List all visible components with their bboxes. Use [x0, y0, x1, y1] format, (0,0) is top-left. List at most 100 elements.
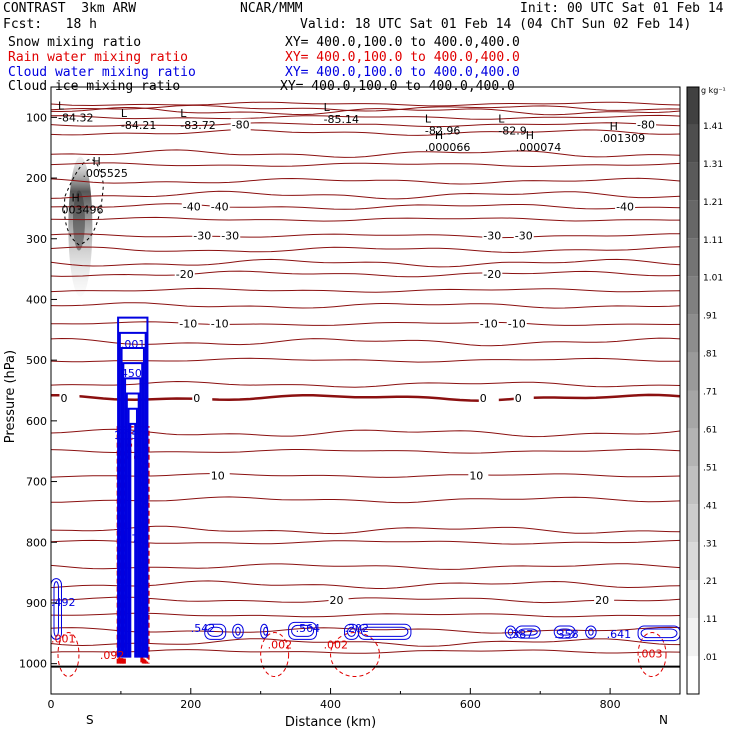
isotherm-line [50, 539, 681, 545]
x-tick-label: 400 [320, 698, 341, 711]
isotherm-label: -30 [221, 230, 239, 243]
cloud-water-value: 1.7 [121, 532, 139, 545]
x-tick-label: 0 [48, 698, 55, 711]
low-center-marker: L [324, 101, 331, 114]
low-center-marker: L [58, 99, 65, 112]
rain-water-value: .002 [324, 638, 349, 651]
colorbar-label: .81 [703, 350, 717, 360]
isotherm-label-bg [209, 200, 230, 213]
isotherm-label: 0 [480, 392, 487, 405]
isotherm-label-bg [181, 200, 202, 213]
low-center-value: -82.96 [425, 125, 460, 138]
y-tick-label: 100 [26, 111, 47, 124]
colorbar-band [687, 618, 699, 657]
cloud-contour [585, 625, 597, 639]
isotherm-line [50, 580, 681, 590]
isotherm-label: 10 [469, 469, 483, 482]
rain-water-value: .003 [638, 648, 663, 661]
colorbar-band [687, 162, 699, 201]
low-center-value: -83.72 [180, 119, 215, 132]
low-center-value: -84.21 [121, 119, 156, 132]
cloud-contour [53, 581, 59, 637]
y-tick-label: 600 [26, 415, 47, 428]
y-tick-label: 500 [26, 354, 47, 367]
isotherm-label-bg [230, 118, 251, 131]
isotherm--80 [50, 122, 681, 128]
isotherm-line [50, 114, 681, 120]
cloud-contour [207, 626, 224, 637]
y-tick-label: 800 [26, 536, 47, 549]
isotherm-label-bg [482, 267, 503, 280]
cloud-water-value: .001 [121, 338, 146, 351]
isotherm-label-bg [594, 593, 615, 606]
x-axis-label: Distance (km) [285, 715, 376, 730]
header-center1: NCAR/MMM [240, 1, 303, 16]
isotherm-label-bg [482, 229, 503, 242]
isotherm-label-bg [192, 229, 213, 242]
colorbar-label: 1.31 [703, 160, 723, 170]
cloud-contour [235, 626, 241, 636]
isotherm-line [50, 337, 681, 347]
colorbar-unit: g kg⁻¹ [701, 86, 726, 95]
cloud-water-value: 1.059 [114, 429, 145, 442]
colorbar-band [687, 200, 699, 239]
rain-surface-contour [57, 632, 80, 678]
isotherm-line [50, 190, 681, 200]
colorbar-label: .01 [703, 653, 717, 663]
isotherm-label: -40 [183, 201, 201, 214]
y-tick-label: 900 [26, 597, 47, 610]
rain-contour [116, 426, 150, 664]
colorbar-label: .21 [703, 577, 717, 587]
y-tick-label: 300 [26, 233, 47, 246]
isotherm--20 [50, 270, 681, 278]
cloud-water-value: .492 [51, 596, 76, 609]
colorbar-band [687, 87, 699, 125]
cloud-contour [232, 623, 244, 639]
high-center-value: .000074 [516, 141, 562, 154]
field-name-cloud: Cloud water mixing ratio [8, 65, 196, 80]
isotherm-label-bg [59, 391, 80, 404]
colorbar-band [687, 314, 699, 353]
isotherm-label: 0 [60, 392, 67, 405]
isotherm-label: -30 [483, 230, 501, 243]
isotherm-line [50, 287, 681, 293]
cloud-water-value: .450 [117, 367, 141, 380]
colorbar-band [687, 238, 699, 277]
header-left1: CONTRAST 3km ARW [3, 1, 137, 16]
colorbar-band [687, 276, 699, 315]
isotherm-line [51, 496, 681, 504]
cloud-tower-contour [124, 377, 142, 658]
colorbar-band [687, 124, 699, 163]
field-xy-rain: XY= 400.0,100.0 to 400.0,400.0 [285, 50, 520, 65]
rain-water-value: .002 [268, 638, 293, 651]
isotherm-line [50, 216, 680, 222]
colorbar-band [687, 428, 699, 467]
isotherm-label-bg [513, 391, 534, 404]
cloud-tower-contour [117, 316, 149, 658]
rain-water-value: .001 [51, 632, 76, 645]
cloud-contour [507, 628, 514, 636]
isotherm-label: -10 [179, 318, 197, 331]
colorbar-band [687, 542, 699, 581]
x-tick-label: 800 [600, 698, 621, 711]
header-right1: Init: 00 UTC Sat 01 Feb 14 [520, 1, 724, 16]
snow-core [72, 190, 85, 251]
cloud-water-value: .641 [607, 628, 632, 641]
isotherm-label-bg [220, 229, 241, 242]
field-name-rain: Rain water mixing ratio [8, 50, 189, 65]
isotherm-label-bg [209, 469, 230, 482]
isotherm-line [50, 380, 681, 388]
plot-frame [50, 86, 681, 695]
high-center-marker: H [92, 155, 100, 168]
isotherm-line [50, 101, 681, 107]
isotherm-0 [51, 393, 681, 402]
isotherm-line [50, 448, 681, 454]
high-center-value: .005525 [82, 167, 128, 180]
cloud-contour [263, 626, 269, 636]
isotherm-line [50, 246, 681, 254]
isotherm-label-bg [478, 317, 499, 330]
colorbar-frame [686, 86, 700, 695]
header-right2: Valid: 18 UTC Sat 01 Feb 14 (04 ChT Sun … [300, 17, 692, 32]
cloud-contour [640, 628, 678, 639]
colorbar-label: 1.21 [703, 198, 723, 208]
